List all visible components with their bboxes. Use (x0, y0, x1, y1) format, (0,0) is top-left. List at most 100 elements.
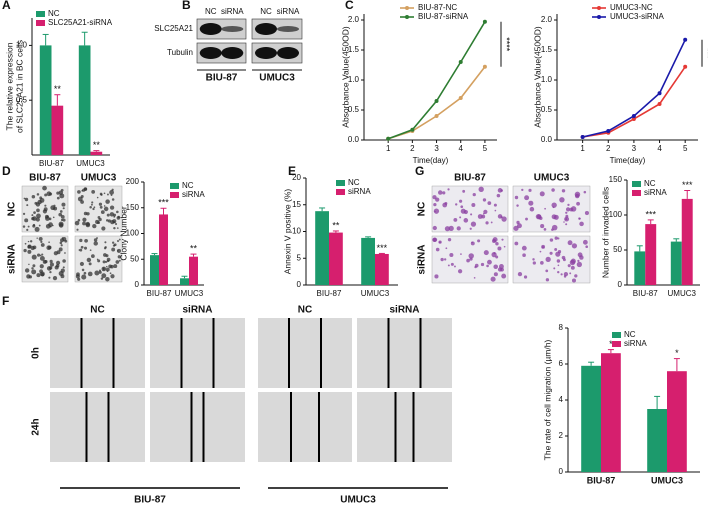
blot-band (199, 47, 222, 59)
significance: ** (54, 84, 62, 94)
image-texture (111, 247, 116, 252)
image-texture (28, 263, 30, 266)
image-texture (549, 251, 553, 255)
x-tick-label: UMUC3 (175, 289, 204, 298)
image-texture (500, 215, 503, 219)
image-texture (449, 252, 454, 257)
image-texture (460, 205, 464, 209)
cell-line-label: UMUC3 (340, 495, 376, 506)
image-texture (528, 188, 532, 192)
legend-label: siRNA (348, 187, 371, 196)
image-texture (109, 212, 115, 217)
scratch-image (258, 392, 352, 462)
x-tick-label: 4 (459, 144, 464, 153)
y-tick-label: 20 (292, 173, 301, 182)
y-tick-label: 0 (135, 280, 140, 289)
image-texture (472, 193, 476, 197)
image-texture (98, 217, 102, 222)
image-texture (111, 188, 114, 191)
image-texture (570, 265, 575, 270)
legend-label: BIU-87-siRNA (418, 12, 469, 21)
image-texture (39, 196, 43, 200)
image-texture (77, 218, 81, 222)
image-texture (493, 272, 498, 277)
image-texture (501, 216, 507, 222)
image-texture (495, 255, 499, 259)
image-texture (82, 217, 87, 222)
panel-label: E (288, 164, 296, 178)
image-texture (60, 238, 64, 243)
scratch-image (357, 392, 452, 462)
image-texture (27, 225, 30, 228)
image-texture (435, 197, 440, 202)
image-texture (582, 239, 588, 245)
image-texture (105, 260, 108, 263)
image-texture (528, 200, 534, 206)
scratch-image (150, 318, 245, 388)
y-tick-label: 0.5 (541, 105, 553, 114)
legend-marker (597, 6, 601, 10)
cell-line-label: UMUC3 (534, 173, 570, 184)
image-texture (58, 247, 63, 252)
image-texture (514, 241, 519, 246)
image-texture (49, 270, 52, 274)
cell-line-label: UMUC3 (259, 73, 295, 84)
point (683, 64, 688, 69)
y-tick-label: 10 (292, 227, 301, 236)
x-tick-label: 1 (386, 144, 391, 153)
image-texture (118, 238, 121, 241)
image-texture (56, 260, 61, 265)
image-texture (470, 213, 473, 216)
image-texture (493, 264, 499, 270)
image-texture (107, 193, 109, 196)
point (410, 127, 415, 132)
image-texture (500, 189, 503, 192)
image-texture (110, 194, 113, 197)
image-texture (32, 223, 36, 227)
x-tick-label: 1 (580, 144, 585, 153)
image-texture (105, 199, 110, 204)
image-texture (81, 274, 87, 280)
point (683, 37, 688, 42)
y-axis-label: Absorbance Value(450OD) (532, 26, 542, 128)
image-texture (565, 211, 568, 214)
point (386, 136, 391, 141)
image-texture (493, 252, 496, 255)
panel-label: D (2, 164, 11, 178)
x-tick-label: 3 (632, 144, 637, 153)
image-texture (109, 205, 115, 210)
image-texture (483, 209, 488, 214)
point (434, 99, 439, 103)
image-texture (434, 210, 436, 213)
x-tick-label: 2 (410, 144, 415, 153)
bar (78, 45, 91, 155)
image-texture (58, 221, 64, 227)
image-texture (24, 268, 30, 273)
image-texture (565, 207, 571, 212)
image-texture (540, 224, 545, 229)
image-texture (103, 268, 105, 271)
scratch-image (50, 392, 145, 462)
legend-marker (405, 15, 409, 19)
image-texture (40, 272, 45, 277)
y-tick-label: 150 (609, 175, 623, 184)
legend-swatch (632, 190, 641, 196)
image-texture (39, 264, 44, 269)
lane-label: siRNA (221, 7, 244, 16)
bar (51, 105, 64, 155)
image-texture (39, 254, 42, 257)
y-tick-label: 0 (618, 280, 623, 289)
x-tick-label: BIU-87 (39, 159, 64, 168)
image-texture (38, 224, 41, 227)
image-texture (80, 245, 84, 249)
image-texture (442, 191, 446, 195)
condition-label: siRNA (182, 305, 212, 316)
bar (329, 232, 343, 285)
x-tick-label: UMUC3 (668, 289, 697, 298)
y-tick-label: 1.0 (541, 75, 553, 84)
image-texture (98, 202, 103, 206)
significance: * (675, 348, 679, 358)
image-texture (52, 216, 55, 219)
image-texture (445, 247, 448, 250)
image-texture (487, 201, 492, 206)
